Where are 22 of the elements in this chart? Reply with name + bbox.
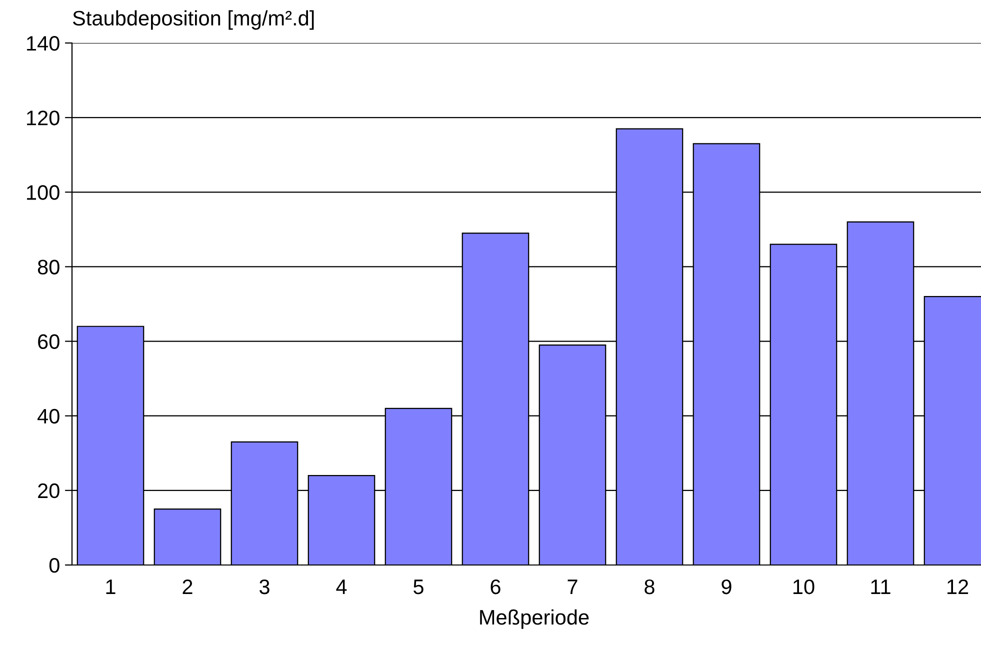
x-tick-label: 4 xyxy=(336,580,347,594)
x-tick-label: 1 xyxy=(106,580,116,594)
y-tick-label: 60 xyxy=(38,334,60,350)
y-tick-label: 0 xyxy=(49,558,60,573)
x-axis-title: Meßperiode xyxy=(480,609,589,629)
y-tick-label: 80 xyxy=(38,260,60,274)
x-tick-label: 10 xyxy=(794,579,814,594)
x-tick-label: 2 xyxy=(182,579,192,594)
y-tick-label: 140 xyxy=(27,36,60,51)
y-tick-label: 40 xyxy=(38,408,60,424)
y-tick-label: 100 xyxy=(27,185,60,200)
x-tick-label: 6 xyxy=(490,579,500,594)
x-tick-label: 9 xyxy=(722,579,732,594)
y-tick-label: 120 xyxy=(27,110,60,126)
x-tick-label: 8 xyxy=(644,579,654,594)
y-tick-label: 20 xyxy=(38,483,60,498)
x-tick-label: 11 xyxy=(871,580,890,594)
y-axis-title: Staubdeposition [mg/m².d] xyxy=(72,10,314,30)
x-tick-label: 5 xyxy=(414,580,424,594)
x-tick-label: 3 xyxy=(260,579,270,594)
x-tick-label: 7 xyxy=(568,580,578,594)
x-tick-label: 12 xyxy=(948,579,968,594)
